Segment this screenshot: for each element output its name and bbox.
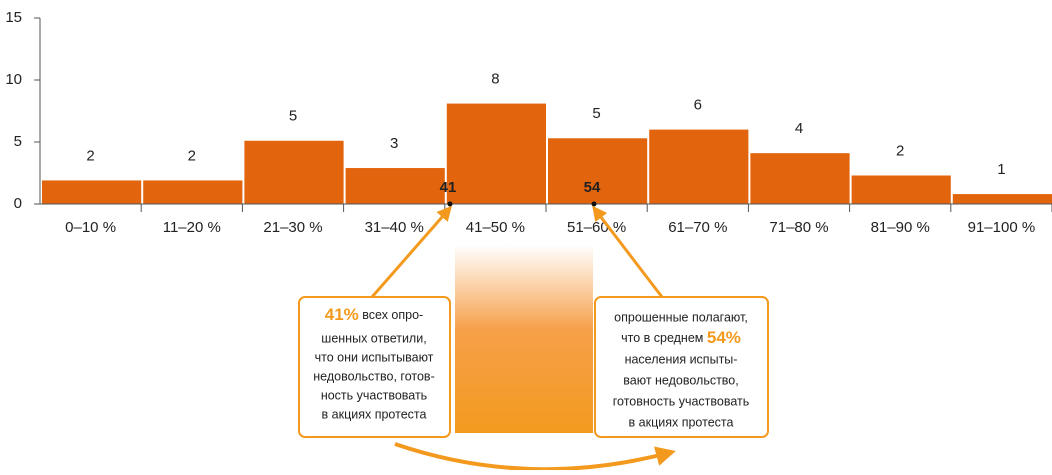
data-label: 5: [289, 108, 297, 125]
annotation-text: ность участвовать: [321, 388, 427, 402]
curved-arrow: [394, 442, 676, 472]
annotation-text: вают недовольство,: [623, 373, 738, 387]
x-tick-label: 51–60 %: [567, 219, 626, 236]
bar: [42, 180, 142, 204]
bar: [446, 103, 546, 204]
bar: [244, 140, 344, 204]
arrow: [370, 205, 452, 298]
data-label: 8: [491, 71, 499, 88]
arrow: [592, 205, 664, 298]
y-tick-label: 0: [14, 195, 22, 212]
annotation-text: населения испыты-: [625, 352, 738, 366]
bar: [750, 153, 850, 204]
highlight-band: [455, 245, 593, 433]
annotation-text: готовность участвовать: [613, 394, 750, 408]
annotation-text: в акциях протеста: [322, 407, 427, 421]
x-tick-label: 0–10 %: [65, 219, 116, 236]
y-tick-label: 15: [5, 9, 22, 26]
data-label: 2: [188, 147, 196, 164]
annotation-text: шенных ответили,: [321, 331, 426, 345]
y-tick-label: 10: [5, 71, 22, 88]
annotation-text: что в среднем 54%: [621, 328, 741, 347]
marker-dot: [591, 201, 597, 207]
bar: [345, 168, 445, 204]
data-label: 3: [390, 135, 398, 152]
x-tick-label: 91–100 %: [968, 219, 1036, 236]
x-tick-label: 31–40 %: [365, 219, 424, 236]
x-tick-label: 61–70 %: [668, 219, 727, 236]
data-label: 1: [997, 161, 1005, 178]
bar: [143, 180, 243, 204]
annotation-text: что они испытывают: [315, 350, 434, 364]
x-tick-label: 81–90 %: [871, 219, 930, 236]
x-tick-label: 21–30 %: [263, 219, 322, 236]
data-label: 5: [592, 105, 600, 122]
annotation-box: опрошенные полагают, что в среднем 54% н…: [594, 296, 769, 438]
annotation-text: 41% всех опро-: [325, 305, 423, 324]
marker-label: 54: [584, 179, 601, 196]
data-label: 4: [795, 120, 803, 137]
x-tick-label: 41–50 %: [466, 219, 525, 236]
bar: [649, 129, 749, 204]
x-tick-label: 11–20 %: [163, 219, 221, 236]
bar: [952, 194, 1052, 204]
marker-dot: [447, 201, 453, 207]
data-label: 6: [694, 97, 702, 114]
marker-label: 41: [440, 179, 457, 196]
annotation-text: в акциях протеста: [629, 415, 734, 429]
annotation-text: недовольство, готов-: [313, 369, 434, 383]
annotation-text: опрошенные полагают,: [614, 310, 748, 324]
y-tick-label: 5: [14, 133, 22, 150]
bar: [851, 175, 951, 204]
x-tick-label: 71–80 %: [769, 219, 828, 236]
annotation-box: 41% всех опро- шенных ответили, что они …: [298, 296, 451, 438]
data-label: 2: [86, 147, 94, 164]
bar: [548, 138, 648, 204]
data-label: 2: [896, 142, 904, 159]
